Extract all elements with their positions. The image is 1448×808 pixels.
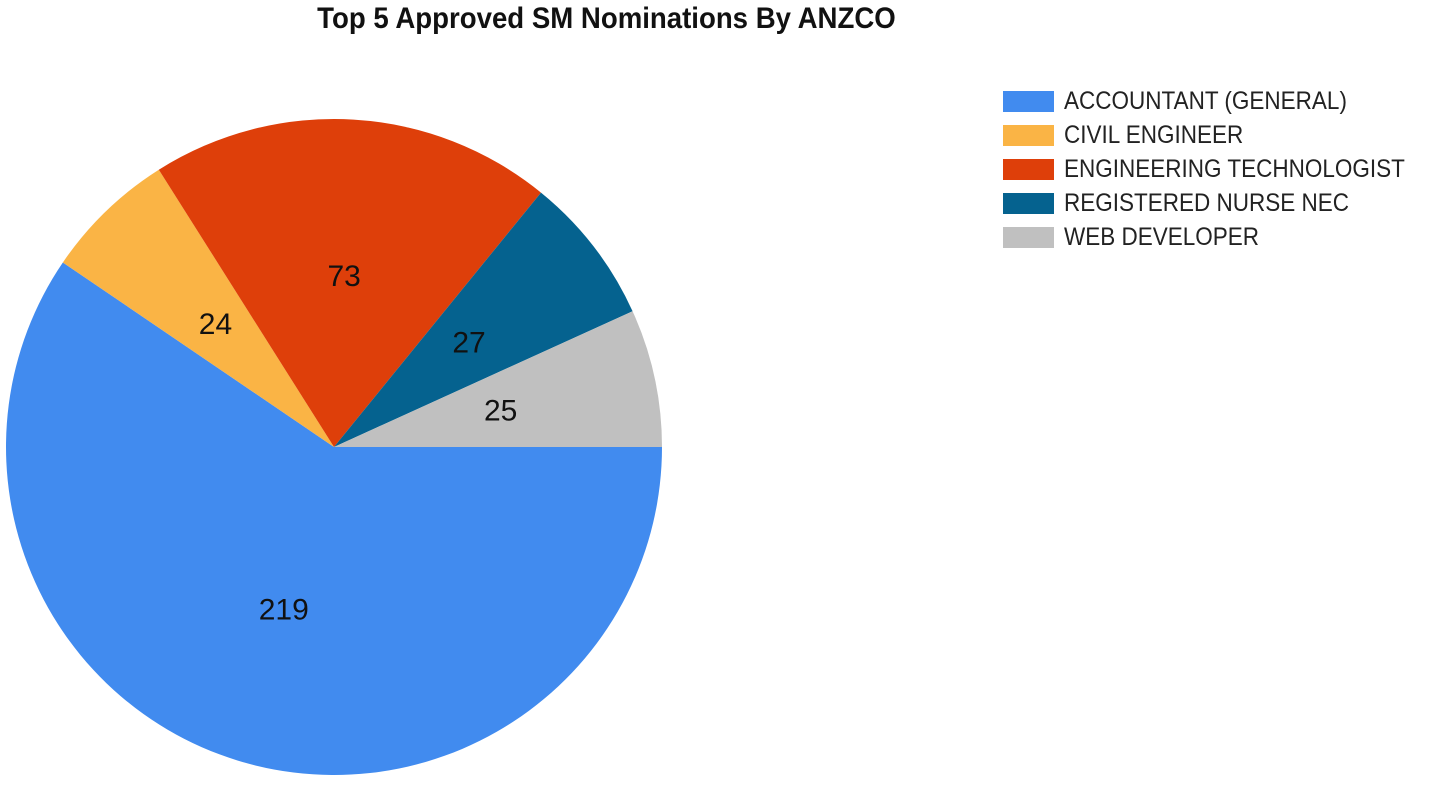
pie-slice-1 [62, 169, 335, 447]
legend-item: REGISTERED NURSE NEC [1003, 186, 1443, 220]
legend-swatch [1003, 90, 1054, 112]
legend-swatch [1003, 226, 1054, 248]
slice-value-label: 25 [484, 394, 517, 427]
legend-label: ACCOUNTANT (GENERAL) [1064, 86, 1347, 115]
slice-value-label: 219 [259, 594, 309, 627]
pie-slice-4 [334, 311, 662, 447]
legend: ACCOUNTANT (GENERAL) CIVIL ENGINEER ENGINE… [1003, 84, 1443, 254]
legend-label: ENGINEERING TECHNOLOGIST [1064, 154, 1405, 183]
legend-item: WEB DEVELOPER [1003, 220, 1443, 254]
legend-swatch [1003, 124, 1054, 146]
legend-item: ENGINEERING TECHNOLOGIST [1003, 152, 1443, 186]
legend-label: REGISTERED NURSE NEC [1064, 188, 1350, 217]
legend-item: ACCOUNTANT (GENERAL) [1003, 84, 1443, 118]
legend-label: CIVIL ENGINEER [1064, 120, 1244, 149]
legend-swatch [1003, 158, 1054, 180]
slice-value-label: 24 [199, 308, 232, 341]
legend-label: WEB DEVELOPER [1064, 222, 1260, 251]
legend-item: CIVIL ENGINEER [1003, 118, 1443, 152]
slice-value-label: 73 [327, 260, 360, 293]
pie-slice-2 [158, 119, 541, 448]
pie-slice-0 [6, 262, 663, 775]
chart-title: Top 5 Approved SM Nominations By ANZCO [317, 2, 896, 35]
legend-swatch [1003, 192, 1054, 214]
slice-value-label: 27 [452, 326, 485, 359]
pie-slice-3 [334, 192, 633, 447]
